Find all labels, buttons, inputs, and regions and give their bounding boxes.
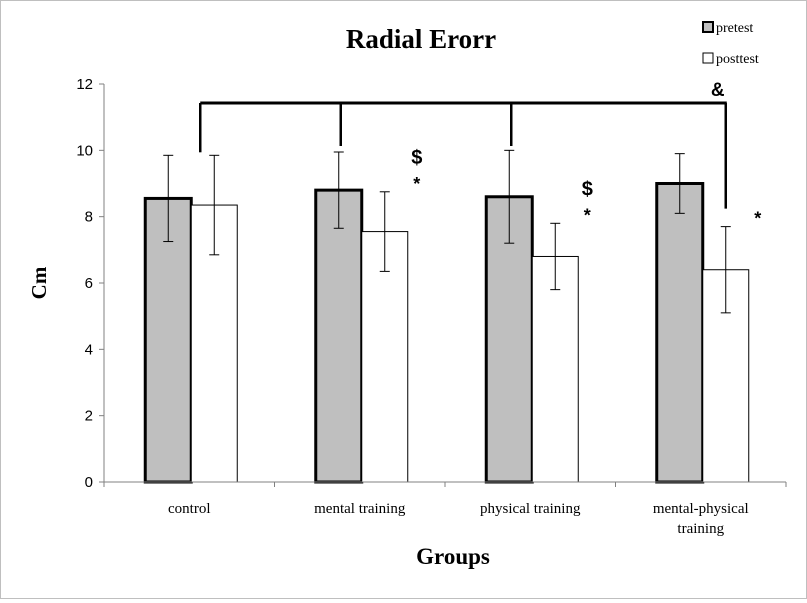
bar-pretest <box>143 196 193 484</box>
y-tick-label: 2 <box>85 408 93 425</box>
significance-star: * <box>413 174 420 194</box>
legend-swatch-posttest <box>702 52 714 64</box>
y-tick-label: 0 <box>85 474 93 491</box>
x-tick-label-line: physical training <box>480 501 581 517</box>
x-axis: control mental training physical training m… <box>103 481 787 537</box>
x-tick-label: mental-physical training <box>653 501 749 537</box>
x-tick-label-line: mental-physical <box>653 501 749 517</box>
bar-pretest <box>655 182 705 484</box>
x-tick-label-line: mental training <box>314 501 406 517</box>
y-axis-label: Cm <box>27 266 51 299</box>
x-tick-label: mental training <box>314 501 406 517</box>
significance-dollar: $ <box>411 147 422 169</box>
y-tick-label: 10 <box>76 142 93 159</box>
significance-amp: & <box>711 80 725 101</box>
bar-posttest <box>531 255 579 483</box>
y-tick-label: 12 <box>76 76 93 93</box>
x-axis-label: Groups <box>416 544 490 569</box>
significance-dollar: $ <box>582 178 593 200</box>
x-tick-label: physical training <box>480 501 581 517</box>
significance-star: * <box>584 205 591 225</box>
bar-pretest <box>314 188 364 484</box>
legend-label-posttest: posttest <box>716 52 759 67</box>
x-tick-label-line: training <box>677 521 724 537</box>
y-tick-label: 8 <box>85 209 93 226</box>
significance-bracket: & <box>199 80 727 209</box>
y-tick-label: 4 <box>85 341 93 358</box>
chart-title: Radial Erorr <box>346 24 496 54</box>
x-tick-label: control <box>168 501 211 517</box>
bars: * $ * $ * <box>143 147 761 484</box>
legend-label-pretest: pretest <box>716 21 753 36</box>
x-tick-label-line: control <box>168 501 211 517</box>
bar-posttest <box>361 231 409 483</box>
significance-star: * <box>754 209 761 229</box>
y-axis: 0 2 4 6 8 10 12 <box>76 76 105 491</box>
legend: pretest posttest <box>702 21 759 67</box>
y-tick-label: 6 <box>85 275 93 292</box>
legend-swatch-pretest <box>702 21 714 33</box>
